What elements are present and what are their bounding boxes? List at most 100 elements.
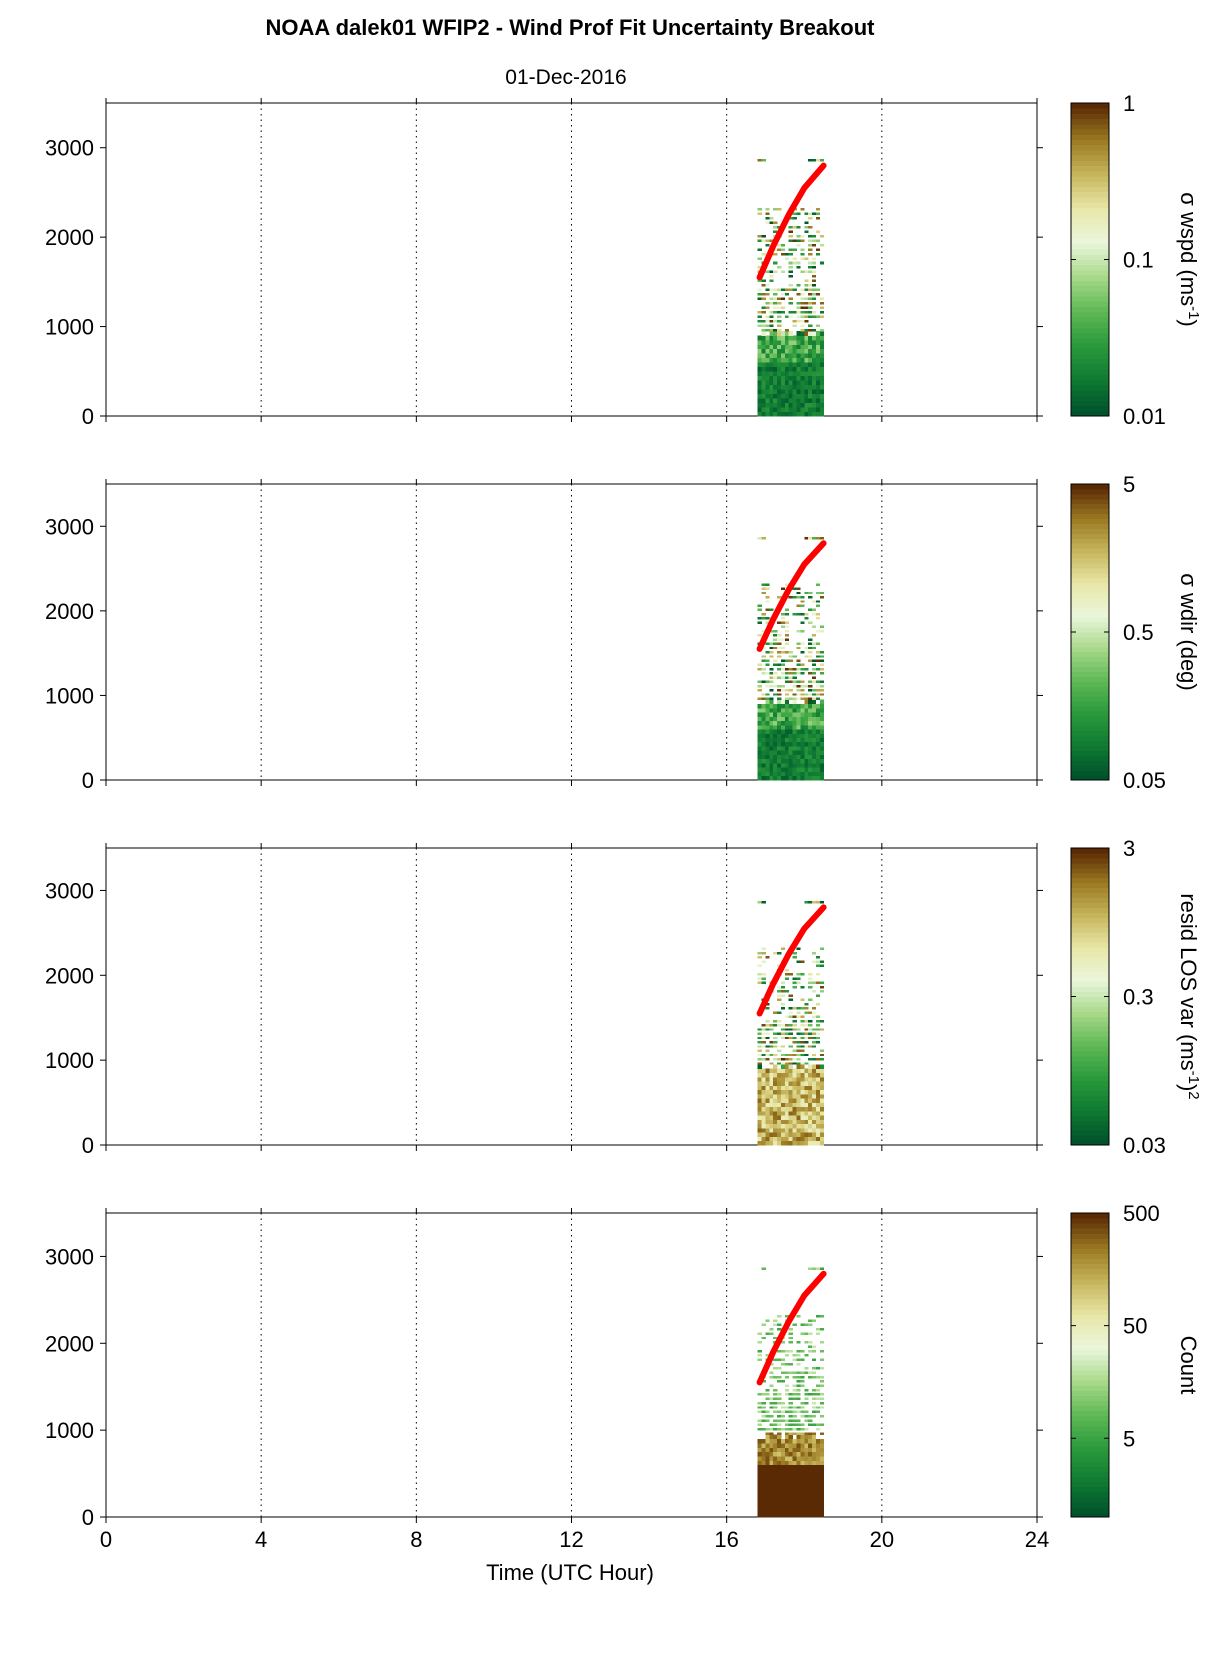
heatmap-cell [780,729,786,734]
colorbar-step [1071,1506,1109,1513]
heatmap-cell [800,306,805,309]
heatmap-cell [792,335,797,341]
heatmap-cell [769,339,774,345]
colorbar-label-sup: -1 [1186,306,1203,319]
heatmap-cell [777,1349,782,1353]
heatmap-cell [780,758,786,764]
heatmap-cell [808,1094,813,1099]
heatmap-cell [800,708,805,713]
heatmap-cell [765,315,770,318]
heatmap-cell [819,1358,824,1361]
heatmap-cell [761,981,766,985]
heatmap-cell [819,1349,824,1353]
heatmap-cell [796,716,801,722]
heatmap-cell [812,348,817,354]
heatmap-cell [773,754,778,760]
colorbar-step [1071,627,1109,633]
heatmap-cell [780,676,786,679]
heatmap-cell [804,1414,809,1418]
heatmap-cell [812,708,817,713]
heatmap-cell [780,708,786,713]
heatmap-cell [777,1123,782,1129]
heatmap-cell [765,1490,770,1496]
heatmap-cell [788,1024,793,1027]
heatmap-cell [761,1512,766,1518]
heatmap-cell [761,353,766,359]
heatmap-cell [792,1393,797,1396]
heatmap-cell [800,1077,805,1082]
heatmap-cell [800,1447,805,1453]
heatmap-cell [804,763,809,768]
colorbar-step [1071,149,1109,156]
heatmap-cell [812,1349,817,1353]
heatmap-cell [800,689,805,692]
heatmap-cell [812,362,817,368]
colorbar-step [1071,951,1109,958]
colorbar-step [1071,681,1109,687]
heatmap-cell [796,1456,801,1461]
heatmap-cell [800,1482,805,1487]
heatmap-cell [808,353,813,359]
heatmap-cell [815,1393,821,1396]
heatmap-cell [780,1094,786,1099]
heatmap-cell [800,1508,805,1513]
heatmap-cell [765,1098,770,1103]
heatmap-cell [788,689,793,692]
heatmap-cell [815,402,821,408]
heatmap-cell [784,1432,790,1435]
heatmap-cell [808,225,813,229]
heatmap-cell [780,1451,786,1457]
colorbar-step [1071,976,1109,983]
heatmap-cell [796,750,801,755]
colorbar-step [1071,1060,1109,1067]
heatmap-cell [800,1469,805,1474]
heatmap-cell [812,1482,817,1487]
heatmap-cell [792,1323,797,1327]
heatmap-cell [757,621,762,624]
heatmap-cell [819,1397,824,1401]
heatmap-cell [757,1132,762,1137]
heatmap-cell [796,1490,801,1496]
heatmap-cell [761,716,766,722]
heatmap-cell [800,750,805,755]
heatmap-cell [808,1077,813,1082]
heatmap-cell [765,758,770,764]
heatmap-cell [761,1380,766,1383]
heatmap-cell [812,234,817,238]
heatmap-cell [784,676,790,679]
heatmap-cell [804,1460,809,1466]
heatmap-cell [812,737,817,743]
heatmap-cell [808,1019,813,1023]
plot-frame [105,1212,1038,1518]
heatmap-cell [792,1036,797,1040]
heatmap-cell [777,1469,782,1474]
colorbar-step [1071,1105,1109,1111]
colorbar-tick-label: 500 [1123,1201,1160,1226]
heatmap-cell [773,1319,778,1322]
heatmap-cell [792,1410,797,1414]
heatmap-cell [815,1499,821,1505]
heatmap-cell [757,1438,762,1444]
heatmap-cell [780,1380,786,1383]
heatmap-cell [804,1089,809,1095]
colorbar-step [1071,269,1109,276]
heatmap-cell [788,1495,793,1500]
heatmap-cell [792,1406,797,1409]
y-tick-label: 3000 [45,136,94,161]
heatmap-cell [757,1053,762,1057]
heatmap-cell [784,331,790,336]
heatmap-cell [780,1438,786,1444]
heatmap-cell [780,1081,786,1086]
heatmap-cell [784,621,790,624]
heatmap-cell [757,1410,762,1414]
heatmap-cell [812,366,817,372]
heatmap-cell [796,1089,801,1095]
heatmap-cell [757,353,762,359]
heatmap-cell [812,1388,817,1392]
heatmap-cell [773,1098,778,1103]
heatmap-cell [773,1423,778,1427]
heatmap-cell [804,1397,809,1401]
heatmap-cell [761,1123,766,1129]
colorbar-step [1071,907,1109,913]
heatmap-cell [757,1332,762,1335]
